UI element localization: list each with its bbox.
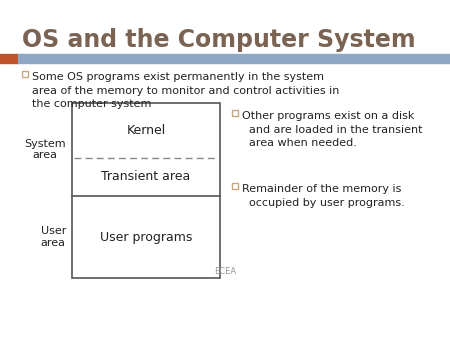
Text: Some OS programs exist permanently in the system
area of the memory to monitor a: Some OS programs exist permanently in th…	[32, 72, 339, 109]
Text: OS and the Computer System: OS and the Computer System	[22, 28, 416, 52]
Bar	[22, 71, 28, 77]
Text: Remainder of the memory is
  occupied by user programs.: Remainder of the memory is occupied by u…	[242, 184, 405, 208]
Text: System
area: System area	[24, 139, 66, 160]
Bar	[18, 54, 450, 63]
Text: Other programs exist on a disk
  and are loaded in the transient
  area when nee: Other programs exist on a disk and are l…	[242, 111, 423, 148]
Text: User
area: User area	[40, 226, 66, 248]
Text: ECEA: ECEA	[214, 266, 236, 275]
Bar	[232, 110, 238, 116]
Text: User programs: User programs	[100, 231, 192, 243]
Bar	[72, 103, 220, 278]
Bar	[232, 183, 238, 189]
Text: Transient area: Transient area	[101, 170, 191, 184]
Text: Kernel: Kernel	[126, 124, 166, 137]
Bar	[0, 54, 18, 63]
